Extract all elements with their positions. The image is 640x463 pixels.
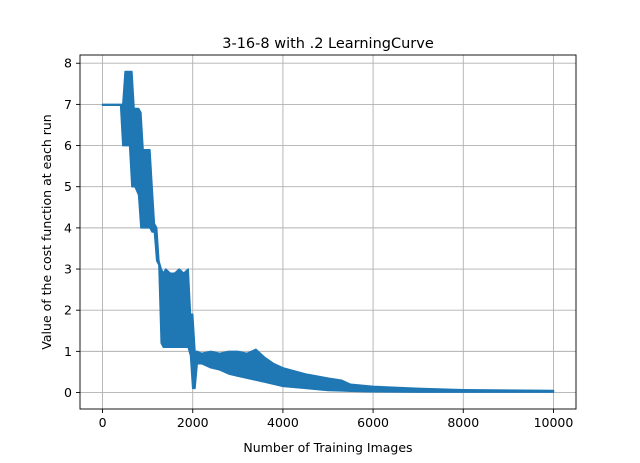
y-tick-label: 6: [64, 138, 72, 153]
x-tick-label: 0: [99, 415, 107, 430]
y-tick-label: 7: [64, 97, 72, 112]
y-tick-label: 0: [64, 385, 72, 400]
y-tick-label: 2: [64, 303, 72, 318]
y-axis-label: Value of the cost function at each run: [39, 114, 54, 349]
y-tick-label: 5: [64, 179, 72, 194]
chart-title: 3-16-8 with .2 LearningCurve: [222, 36, 434, 52]
x-tick-label: 6000: [357, 415, 389, 430]
cost-series-line: [101, 70, 555, 393]
x-tick-label: 10000: [534, 415, 574, 430]
x-axis: 0 2000 4000 6000 8000 10000: [99, 409, 574, 430]
y-tick-label: 8: [64, 56, 72, 71]
x-tick-label: 2000: [177, 415, 209, 430]
plot-area: [101, 70, 555, 393]
plot-frame: [79, 54, 577, 410]
y-tick-label: 3: [64, 262, 72, 277]
x-tick-label: 4000: [267, 415, 299, 430]
x-tick-label: 8000: [447, 415, 479, 430]
y-tick-label: 4: [64, 220, 72, 235]
x-axis-label: Number of Training Images: [243, 440, 412, 455]
y-axis: 0 1 2 3 4 5 6 7 8: [64, 56, 80, 400]
gridlines: [80, 55, 576, 409]
y-tick-label: 1: [64, 344, 72, 359]
